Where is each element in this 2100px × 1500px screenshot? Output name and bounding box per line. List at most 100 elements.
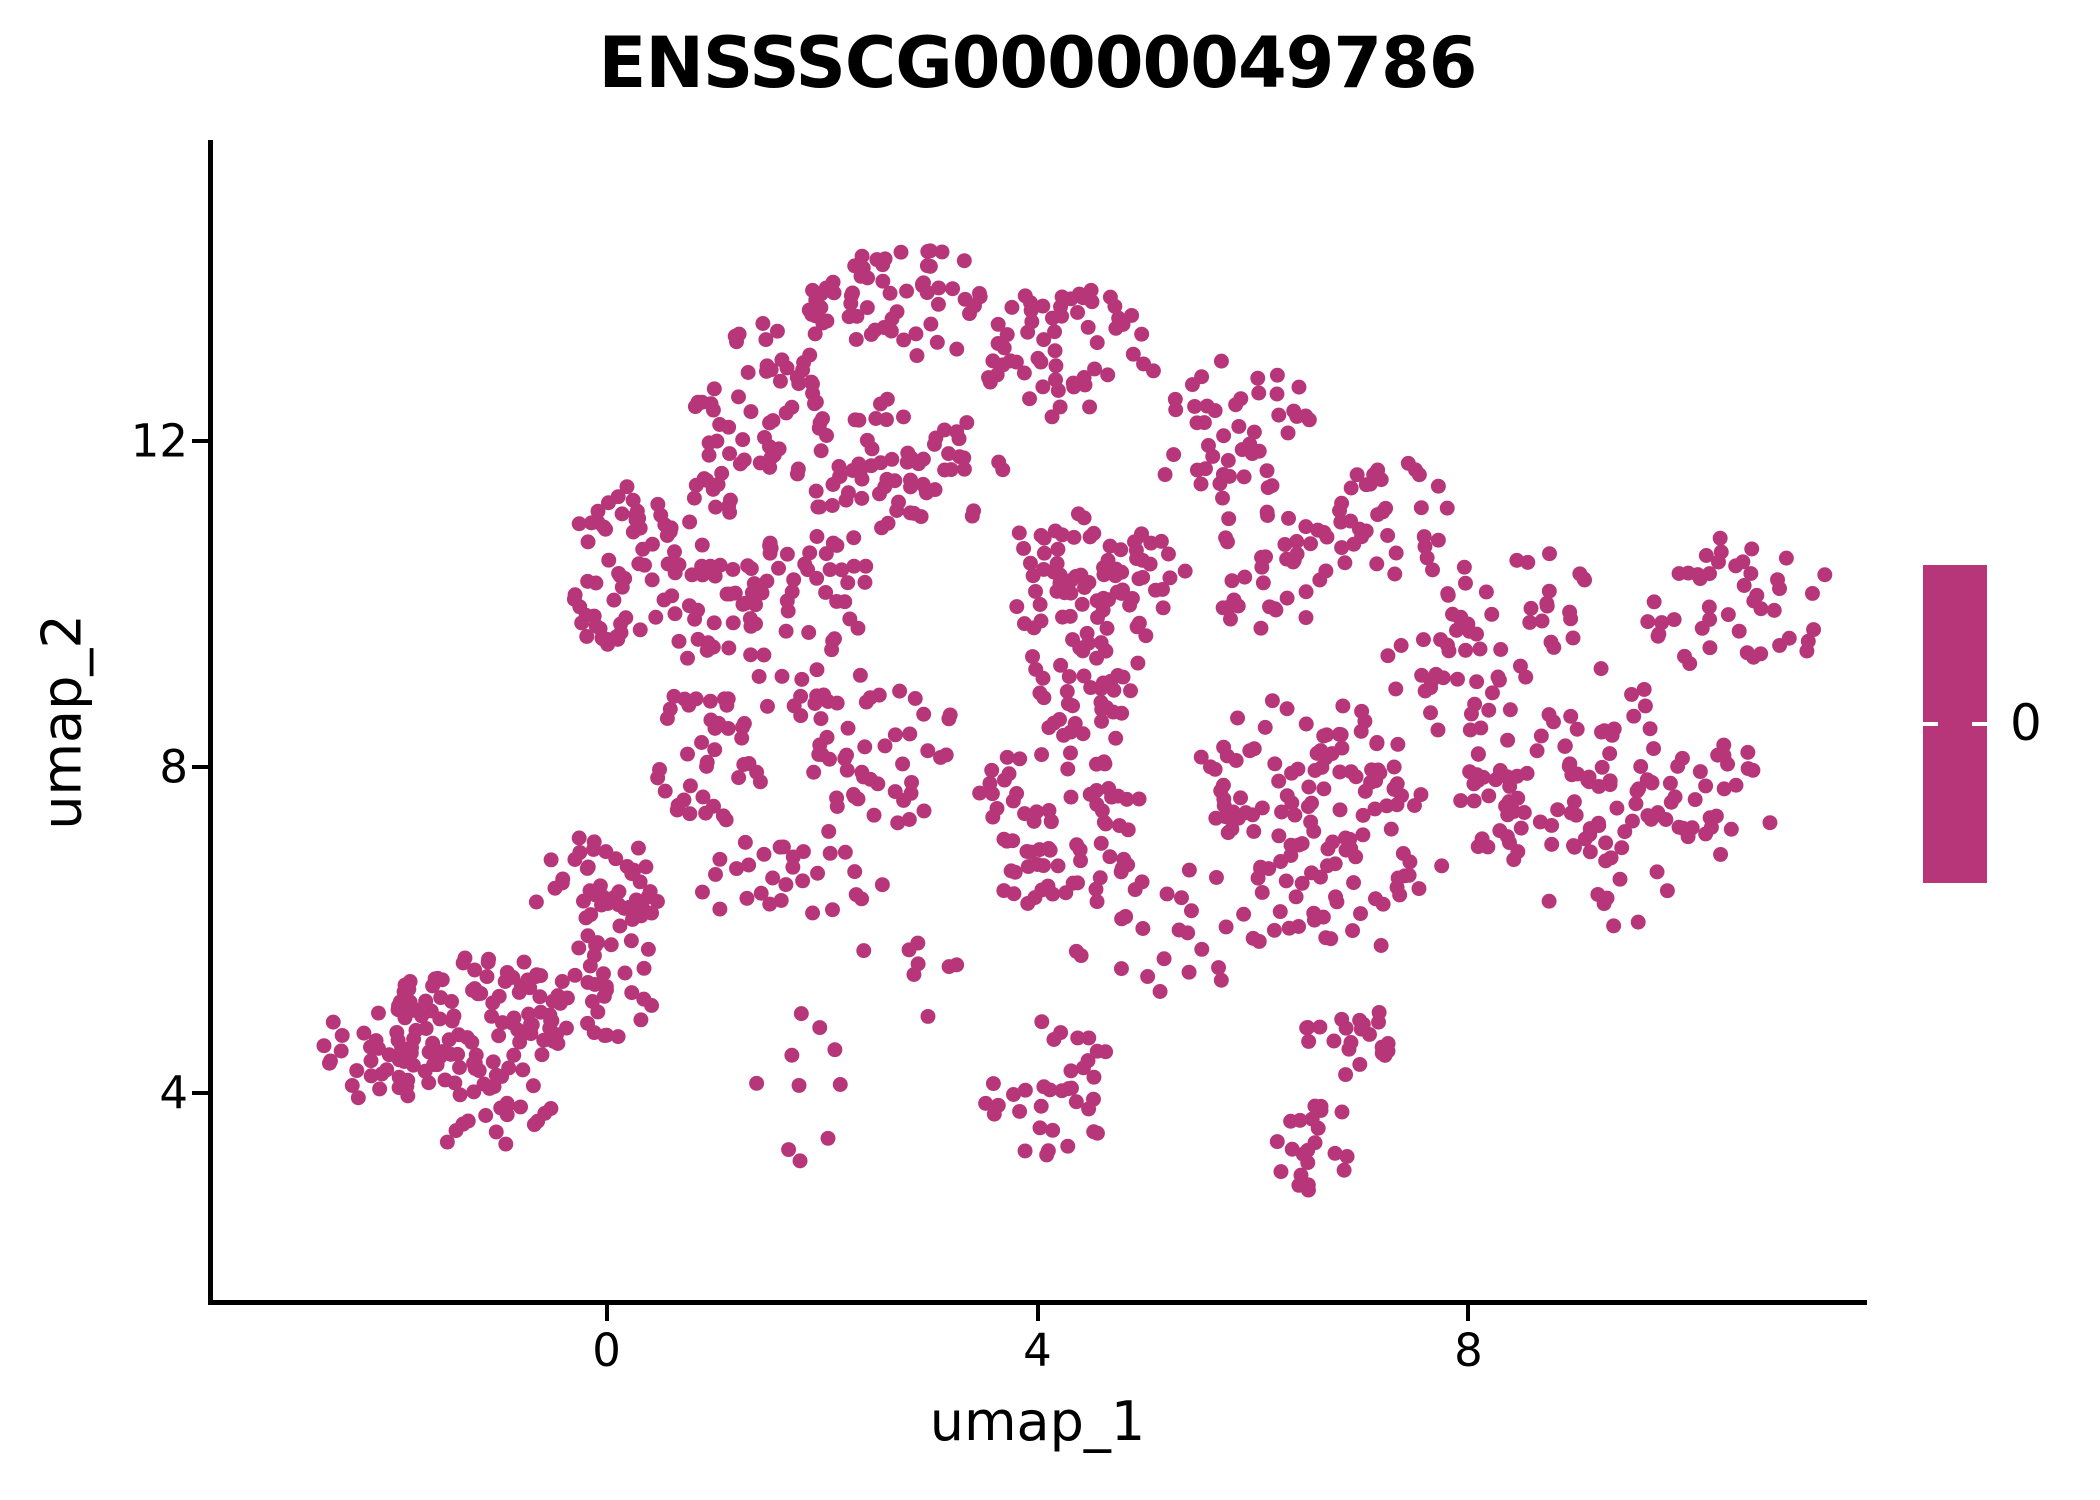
data-point bbox=[1378, 500, 1394, 516]
data-point bbox=[902, 726, 918, 742]
colorbar-midpoint-tick bbox=[1972, 722, 1987, 726]
data-point bbox=[1594, 759, 1610, 775]
data-point bbox=[467, 962, 483, 978]
data-point bbox=[1236, 469, 1252, 485]
data-point bbox=[1529, 743, 1545, 759]
x-tick-label: 8 bbox=[1454, 1324, 1483, 1377]
data-point bbox=[446, 1008, 462, 1024]
data-point bbox=[1328, 889, 1343, 905]
data-point bbox=[1250, 370, 1266, 386]
data-point bbox=[321, 1055, 337, 1071]
data-point bbox=[344, 1078, 360, 1093]
data-point bbox=[590, 1004, 606, 1020]
data-point bbox=[1520, 554, 1536, 570]
data-point bbox=[1273, 1164, 1289, 1180]
data-point bbox=[1534, 613, 1550, 629]
data-point bbox=[1274, 804, 1290, 820]
data-point bbox=[334, 1027, 350, 1043]
data-point bbox=[1602, 773, 1618, 789]
data-point bbox=[554, 875, 570, 891]
data-point bbox=[743, 404, 759, 420]
data-point bbox=[1281, 510, 1296, 526]
data-point bbox=[712, 901, 728, 917]
data-point bbox=[1294, 875, 1310, 891]
data-point bbox=[1114, 564, 1130, 580]
data-point bbox=[784, 1047, 800, 1063]
data-point bbox=[1123, 683, 1138, 699]
data-point bbox=[877, 738, 893, 754]
data-point bbox=[743, 561, 759, 577]
data-point bbox=[1279, 590, 1295, 606]
data-point bbox=[1230, 710, 1246, 726]
data-point bbox=[1114, 585, 1130, 601]
data-point bbox=[1663, 794, 1679, 810]
data-point bbox=[1310, 522, 1326, 538]
data-point bbox=[923, 316, 939, 332]
plot-title: ENSSSCG00000049786 bbox=[598, 22, 1478, 104]
data-point bbox=[1022, 555, 1038, 571]
data-point bbox=[1590, 886, 1606, 902]
data-point bbox=[1080, 319, 1096, 335]
data-point bbox=[916, 803, 932, 819]
data-point bbox=[1304, 795, 1319, 811]
data-point bbox=[1490, 669, 1506, 685]
data-point bbox=[866, 807, 882, 823]
data-point bbox=[690, 394, 706, 410]
data-point bbox=[571, 516, 587, 532]
data-point bbox=[1254, 800, 1270, 816]
data-point bbox=[516, 954, 532, 970]
data-point bbox=[550, 988, 566, 1004]
data-point bbox=[1194, 941, 1210, 957]
data-point bbox=[1226, 592, 1242, 608]
data-point bbox=[1070, 304, 1086, 320]
x-tick-mark bbox=[1466, 1305, 1471, 1321]
data-point bbox=[1332, 503, 1347, 519]
data-point bbox=[1220, 453, 1236, 468]
data-point bbox=[762, 459, 778, 475]
data-point bbox=[1642, 721, 1658, 737]
data-point bbox=[1770, 572, 1785, 588]
data-point bbox=[1456, 559, 1472, 575]
data-point bbox=[1036, 332, 1052, 348]
data-point bbox=[822, 845, 838, 861]
data-point bbox=[903, 450, 919, 466]
data-point bbox=[1624, 686, 1640, 702]
data-point bbox=[712, 557, 728, 573]
data-point bbox=[985, 1076, 1001, 1092]
data-point bbox=[1044, 409, 1060, 425]
data-point bbox=[996, 772, 1012, 788]
data-point bbox=[1089, 796, 1105, 812]
data-point bbox=[1047, 343, 1063, 359]
data-point bbox=[826, 285, 842, 301]
data-point bbox=[1369, 736, 1385, 752]
data-point bbox=[1089, 650, 1105, 666]
data-point bbox=[1005, 793, 1021, 809]
data-point bbox=[389, 1024, 405, 1040]
data-point bbox=[1102, 289, 1118, 305]
data-point bbox=[701, 447, 717, 463]
data-point bbox=[1387, 566, 1403, 582]
data-point bbox=[485, 1054, 501, 1070]
data-point bbox=[1233, 790, 1249, 806]
data-point bbox=[812, 737, 828, 753]
data-point bbox=[1320, 841, 1336, 857]
data-point bbox=[513, 978, 529, 994]
data-point bbox=[1502, 702, 1518, 718]
data-point bbox=[1713, 846, 1729, 862]
data-point bbox=[536, 1032, 552, 1048]
data-point bbox=[827, 1042, 843, 1058]
data-point bbox=[1136, 356, 1152, 372]
data-point bbox=[1492, 763, 1508, 778]
data-point bbox=[1577, 831, 1593, 847]
data-point bbox=[737, 834, 753, 850]
data-point bbox=[1445, 606, 1460, 622]
data-point bbox=[706, 381, 722, 397]
data-point bbox=[1180, 925, 1196, 941]
data-point bbox=[795, 873, 811, 889]
data-point bbox=[1591, 778, 1607, 794]
data-point bbox=[1222, 468, 1237, 484]
data-point bbox=[871, 687, 887, 703]
data-point bbox=[1301, 779, 1317, 795]
data-point bbox=[1298, 610, 1314, 626]
data-point bbox=[1269, 386, 1285, 402]
